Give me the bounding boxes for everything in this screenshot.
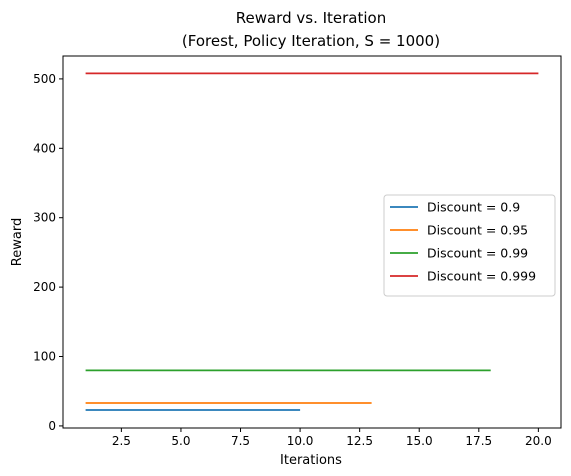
x-tick-label: 15.0 — [406, 434, 433, 448]
legend-label: Discount = 0.9 — [427, 200, 520, 215]
x-tick-label: 2.5 — [112, 434, 131, 448]
x-tick-label: 17.5 — [465, 434, 492, 448]
x-axis-label: Iterations — [280, 453, 342, 468]
plot-frame — [62, 55, 562, 429]
chart-title: Reward vs. Iteration — [236, 9, 386, 27]
y-tick-label: 100 — [33, 350, 56, 364]
y-tick-label: 500 — [33, 72, 56, 86]
y-tick-label: 0 — [48, 419, 56, 433]
chart-subtitle: (Forest, Policy Iteration, S = 1000) — [182, 32, 440, 50]
x-tick-label: 7.5 — [231, 434, 250, 448]
legend-label: Discount = 0.999 — [427, 269, 536, 284]
legend-box — [383, 194, 556, 297]
x-tick-label: 5.0 — [171, 434, 190, 448]
y-tick-label: 200 — [33, 280, 56, 294]
x-tick-label: 10.0 — [287, 434, 314, 448]
legend-label: Discount = 0.95 — [427, 223, 528, 238]
x-tick-label: 20.0 — [525, 434, 552, 448]
legend-label: Discount = 0.99 — [427, 246, 528, 261]
y-axis-label: Reward — [10, 218, 25, 266]
x-tick-label: 12.5 — [346, 434, 373, 448]
legend: Discount = 0.9 Discount = 0.95 Discount = … — [383, 194, 556, 297]
y-tick-label: 400 — [33, 141, 56, 155]
y-tick-label: 300 — [33, 211, 56, 225]
